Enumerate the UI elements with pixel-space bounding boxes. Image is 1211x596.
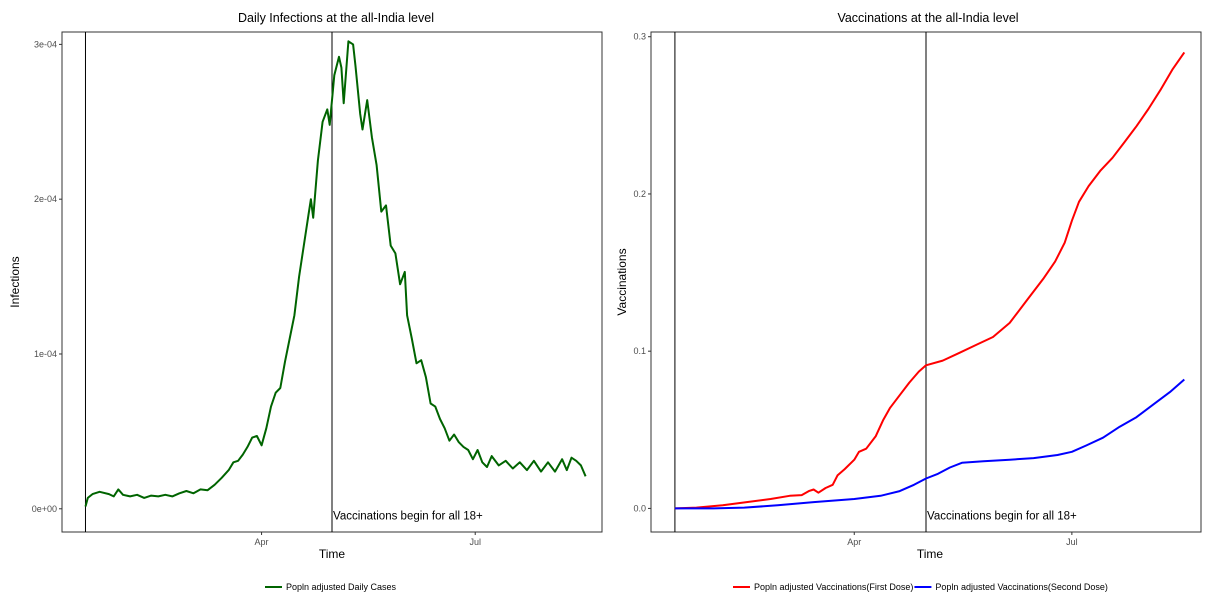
infections-x-tick-label: Jul xyxy=(469,537,481,547)
vaccinations-y-tick-label: 0.3 xyxy=(633,32,646,42)
infections-x-axis-title: Time xyxy=(319,547,346,561)
vaccinations-x-tick-label: Jul xyxy=(1066,537,1078,547)
vaccinations-x-axis-title: Time xyxy=(917,547,944,561)
infections-y-tick-label: 1e-04 xyxy=(34,349,57,359)
infections-y-tick-label: 0e+00 xyxy=(32,504,57,514)
vaccinations-legend-label-2: Popln adjusted Vaccinations(Second Dose) xyxy=(935,582,1107,592)
vaccinations-y-tick-label: 0.2 xyxy=(633,189,646,199)
infections-x-tick-label: Apr xyxy=(255,537,269,547)
vaccinations-series-line-2 xyxy=(674,378,1185,510)
vaccinations-y-tick-label: 0.0 xyxy=(633,503,646,513)
infections-chart: Daily Infections at the all-India level … xyxy=(8,11,603,592)
vaccinations-y-axis-title: Vaccinations xyxy=(615,248,629,315)
infections-y-tick-label: 2e-04 xyxy=(34,194,57,204)
infections-legend: Popln adjusted Daily Cases xyxy=(265,582,397,592)
vaccinations-chart: Vaccinations at the all-India level 0.0 0… xyxy=(615,11,1202,592)
infections-legend-label-1: Popln adjusted Daily Cases xyxy=(286,582,397,592)
vaccinations-x-tick-label: Apr xyxy=(847,537,861,547)
infections-y-tick-label: 3e-04 xyxy=(34,39,57,49)
vaccinations-legend-label-1: Popln adjusted Vaccinations(First Dose) xyxy=(754,582,913,592)
infections-series-line-1 xyxy=(84,40,587,507)
vaccinations-annotation: Vaccinations begin for all 18+ xyxy=(927,510,1077,522)
vaccinations-y-tick-label: 0.1 xyxy=(633,346,646,356)
infections-chart-title: Daily Infections at the all-India level xyxy=(238,11,434,25)
vaccinations-series-line-1 xyxy=(674,51,1186,510)
infections-annotation: Vaccinations begin for all 18+ xyxy=(333,511,483,523)
infections-y-axis-title: Infections xyxy=(8,256,22,307)
vaccinations-legend: Popln adjusted Vaccinations(First Dose) P… xyxy=(733,582,1108,592)
vaccinations-chart-title: Vaccinations at the all-India level xyxy=(837,11,1018,25)
